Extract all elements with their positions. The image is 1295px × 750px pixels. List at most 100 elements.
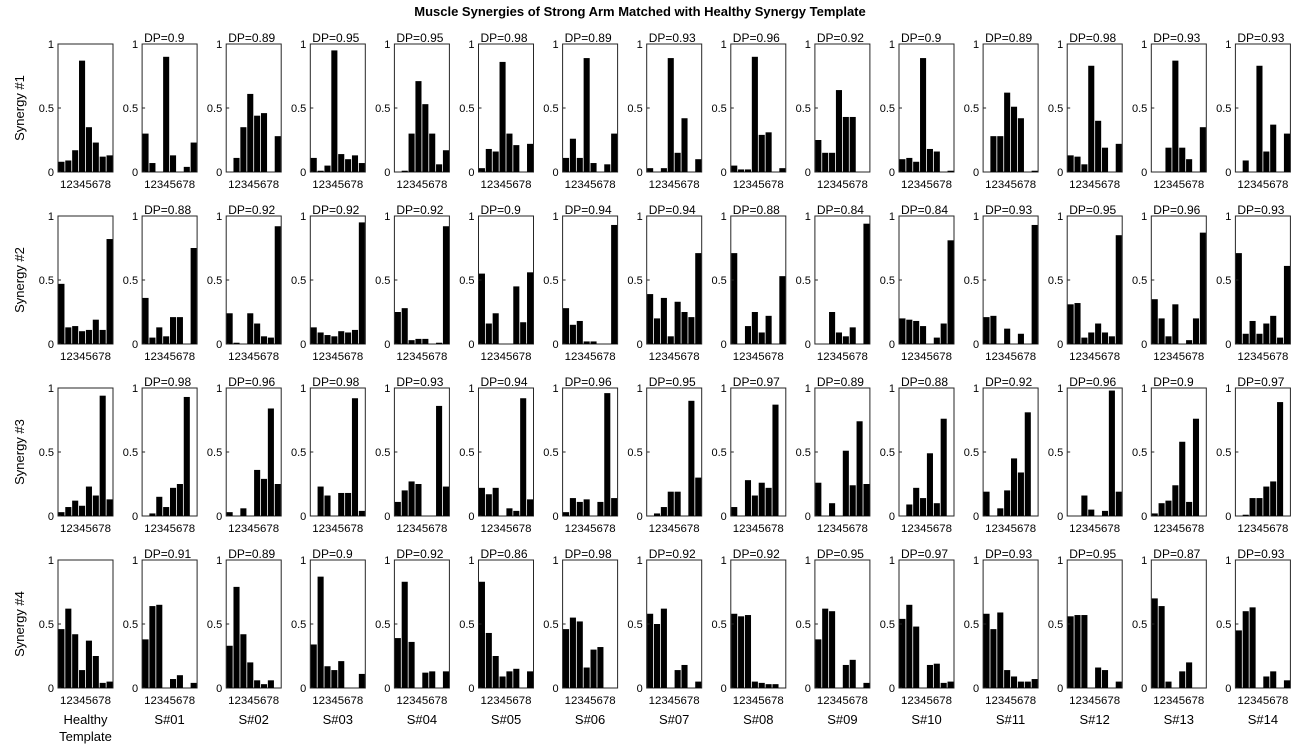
bar — [842, 336, 849, 344]
subplot: 0 0.5 1 12345678 DP=0.95 — [375, 31, 450, 191]
bar — [65, 507, 72, 516]
bar — [1017, 118, 1024, 172]
x-tick-labels: 12345678 — [733, 523, 784, 535]
bar — [99, 329, 106, 344]
bar — [436, 405, 443, 516]
subplot: 0 0.5 1 12345678 DP=0.9 — [123, 31, 198, 191]
bar — [260, 113, 268, 172]
bar — [744, 615, 752, 688]
x-tick-labels: 12345678 — [985, 695, 1036, 707]
axes-box — [1066, 43, 1123, 173]
bar — [920, 498, 927, 516]
bar — [176, 317, 183, 344]
subplot: 0 0.5 1 12345678 DP=0.97 — [1216, 375, 1291, 535]
subplot: 0 0.5 1 12345678 DP=0.93 — [964, 203, 1039, 363]
bar — [267, 408, 274, 516]
bar — [422, 672, 429, 688]
bar — [1101, 147, 1109, 172]
x-tick-labels: 12345678 — [565, 695, 616, 707]
bar — [681, 312, 688, 344]
bar — [422, 338, 429, 344]
axes-box — [57, 43, 114, 173]
bar — [58, 629, 65, 688]
axes-box — [646, 43, 703, 173]
bar — [351, 155, 359, 172]
x-tick-labels: 12345678 — [396, 179, 447, 191]
bar — [1074, 156, 1081, 172]
y-tick-label: 0.5 — [712, 619, 727, 631]
y-tick-label: 0 — [1141, 167, 1147, 179]
bar — [149, 337, 156, 344]
x-tick-labels: 12345678 — [1069, 523, 1120, 535]
column-label: S#12 — [1080, 712, 1110, 727]
y-tick-label: 1 — [805, 383, 811, 395]
bar — [358, 510, 365, 516]
bar — [1017, 333, 1024, 344]
bar — [835, 332, 842, 344]
y-tick-label: 0 — [889, 511, 895, 523]
y-tick-label: 1 — [552, 555, 558, 567]
bar — [190, 142, 197, 172]
bar — [254, 323, 261, 344]
bar — [583, 667, 590, 688]
bar — [1158, 503, 1165, 516]
dp-label: DP=0.93 — [985, 203, 1032, 217]
y-tick-label: 1 — [889, 211, 895, 223]
bar — [492, 151, 499, 172]
y-tick-label: 0.5 — [796, 447, 811, 459]
bar — [653, 624, 661, 688]
dp-label: DP=0.93 — [396, 375, 443, 389]
x-tick-labels: 12345678 — [312, 179, 363, 191]
y-tick-label: 1 — [637, 383, 643, 395]
bar — [863, 223, 870, 344]
y-tick-label: 1 — [132, 383, 138, 395]
bar — [1270, 671, 1277, 688]
x-tick-labels: 12345678 — [144, 695, 195, 707]
bar — [170, 155, 177, 172]
bar — [738, 169, 745, 172]
bar — [751, 495, 758, 516]
bar — [940, 418, 947, 516]
subplot: 0 0.5 1 12345678 DP=0.92 — [796, 31, 871, 191]
bar — [267, 680, 274, 688]
bar — [758, 482, 765, 516]
subplot: 0 0.5 1 12345678 DP=0.98 — [459, 31, 534, 191]
bar — [815, 482, 822, 516]
bar — [647, 613, 654, 688]
axes-box — [141, 43, 198, 173]
x-tick-labels: 12345678 — [1069, 351, 1120, 363]
bar — [751, 681, 758, 688]
bar — [317, 576, 324, 688]
bar — [310, 157, 317, 172]
bar — [751, 56, 758, 172]
dp-label: DP=0.92 — [396, 547, 443, 561]
bar — [779, 168, 786, 172]
dp-label: DP=0.87 — [1153, 547, 1200, 561]
y-tick-label: 0 — [1141, 339, 1147, 351]
bar — [331, 336, 338, 344]
y-tick-label: 0.5 — [1048, 275, 1063, 287]
bar — [142, 297, 149, 344]
bar — [429, 671, 436, 688]
bar — [653, 318, 661, 344]
bar — [92, 142, 99, 172]
bar — [429, 133, 436, 172]
subplot: 0 0.5 1 12345678 DP=0.94 — [543, 203, 619, 363]
y-tick-label: 1 — [805, 211, 811, 223]
bar — [254, 680, 261, 688]
bar — [1256, 498, 1263, 516]
bar — [106, 239, 113, 344]
dp-label: DP=0.96 — [733, 31, 780, 45]
dp-label: DP=0.9 — [481, 203, 522, 217]
subplot: 0 0.5 1 12345678 DP=0.93 — [964, 547, 1039, 707]
bar — [1031, 679, 1038, 688]
y-tick-label: 0.5 — [123, 447, 138, 459]
dp-label: DP=0.95 — [312, 31, 359, 45]
x-tick-labels: 12345678 — [228, 179, 279, 191]
bar — [1115, 235, 1122, 344]
dp-label: DP=0.86 — [481, 547, 528, 561]
bar — [997, 612, 1004, 688]
y-tick-label: 0 — [384, 511, 390, 523]
bar — [85, 640, 92, 688]
y-tick-label: 0 — [468, 683, 474, 695]
